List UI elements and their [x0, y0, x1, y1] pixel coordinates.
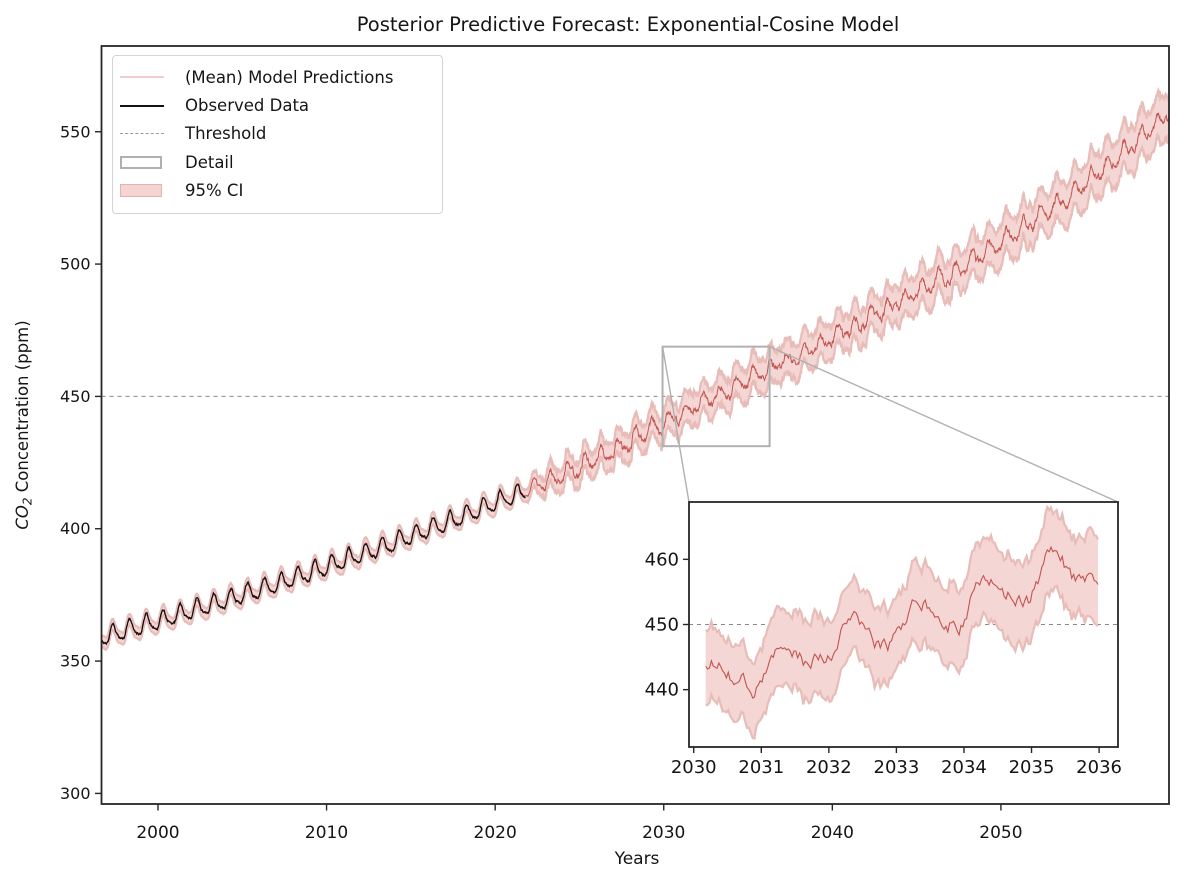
- legend-label-detail: Detail: [185, 152, 234, 172]
- inset-x-tick-label: 2035: [1009, 757, 1055, 778]
- legend-swatch-shape-threshold: [120, 133, 164, 135]
- inset-x-tick-label: 2031: [738, 757, 784, 778]
- x-tick-label: 2010: [305, 823, 348, 843]
- main-series-group: [101, 86, 1169, 652]
- inset-band-lower-edge: [705, 584, 1099, 740]
- inset-confidence-band: [705, 507, 1098, 739]
- inset-y-tick-label: 450: [645, 615, 679, 636]
- inset-x-tick-label: 2034: [941, 757, 987, 778]
- legend-swatch-observed-data: [120, 104, 164, 107]
- inset-connector-left: [661, 346, 690, 503]
- inset-x-tick-label: 2033: [874, 757, 920, 778]
- x-tick-label: 2000: [136, 823, 179, 843]
- legend-label-ci: 95% CI: [185, 181, 244, 201]
- legend-item-detail: Detail: [113, 148, 442, 176]
- axes-spines: [100, 45, 1170, 805]
- inset-band-upper-edge: [705, 504, 1099, 667]
- y-tick-label: 300: [60, 784, 91, 803]
- confidence-band-lower-edge: [101, 131, 1169, 652]
- y-tick-label: 500: [60, 255, 91, 274]
- inset-x-tick-label: 2032: [806, 757, 852, 778]
- legend-swatch-threshold: [120, 133, 164, 135]
- y-tick-label: 550: [60, 122, 91, 141]
- confidence-band-upper-edge: [101, 86, 1169, 639]
- legend-swatch-shape-ci: [120, 184, 162, 198]
- y-axis-label: CO2 Concentration (ppm): [13, 320, 35, 529]
- inset-x-tick-label: 2030: [671, 757, 717, 778]
- legend-swatch-ci: [120, 184, 164, 198]
- legend: (Mean) Model Predictions Observed Data Thr…: [112, 55, 443, 214]
- x-tick-label: 2020: [474, 823, 517, 843]
- y-tick-label: 450: [60, 387, 91, 406]
- inset-x-tick-label: 2036: [1076, 757, 1122, 778]
- x-tick-label: 2030: [642, 823, 685, 843]
- legend-swatch-shape-detail: [120, 155, 162, 169]
- legend-label-threshold: Threshold: [185, 124, 267, 144]
- inset-connector-right: [769, 346, 1119, 503]
- detail-rect: [661, 345, 771, 448]
- inset-y-tick-label: 440: [645, 680, 679, 701]
- legend-item-threshold: Threshold: [113, 120, 442, 148]
- legend-swatch-mean-predictions: [120, 76, 164, 79]
- observed-data-line: [101, 483, 526, 646]
- legend-label-observed-data: Observed Data: [185, 96, 310, 116]
- chart-title: Posterior Predictive Forecast: Exponenti…: [357, 13, 900, 36]
- inset-y-tick-label: 460: [645, 549, 679, 570]
- y-tick-label: 350: [60, 652, 91, 671]
- legend-swatch-shape-observed-data: [120, 104, 164, 107]
- y-tick-label: 400: [60, 519, 91, 538]
- x-axis-label: Years: [614, 849, 660, 869]
- inset-series-group: [705, 504, 1099, 740]
- legend-item-ci: 95% CI: [113, 177, 442, 205]
- legend-swatch-detail: [120, 155, 164, 169]
- x-tick-label: 2040: [811, 823, 854, 843]
- legend-label-mean-predictions: (Mean) Model Predictions: [185, 67, 394, 87]
- legend-item-mean-predictions: (Mean) Model Predictions: [113, 63, 442, 91]
- x-tick-label: 2050: [979, 823, 1022, 843]
- legend-item-observed-data: Observed Data: [113, 91, 442, 119]
- legend-swatch-shape-mean-predictions: [120, 76, 164, 79]
- inset-mean-line: [705, 545, 1099, 699]
